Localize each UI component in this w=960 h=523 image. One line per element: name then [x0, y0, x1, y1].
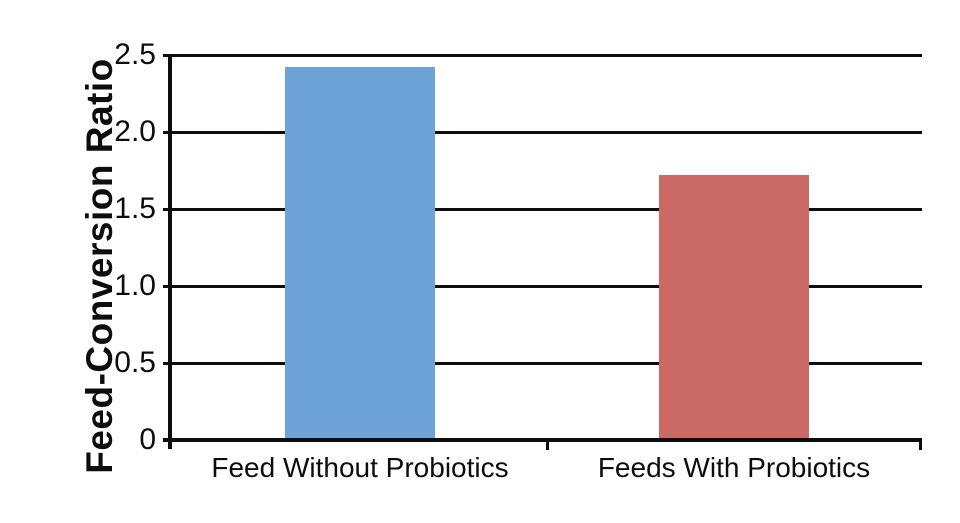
- bar-2: [659, 175, 809, 438]
- y-tick-label: 1.5: [114, 192, 156, 225]
- x-axis-baseline: [163, 438, 922, 442]
- y-tick-label: 2.0: [114, 115, 156, 148]
- x-category-label-2: Feeds With Probiotics: [597, 452, 871, 483]
- bar-1: [285, 67, 435, 438]
- y-tick-label: 0.5: [114, 346, 156, 379]
- gridline: [163, 130, 922, 134]
- x-category-label-1: Feed Without Probiotics: [211, 452, 509, 483]
- x-axis-tick: [545, 440, 549, 450]
- x-axis-tick: [918, 440, 922, 450]
- y-tick-label: 1.0: [114, 269, 156, 302]
- gridline: [163, 207, 922, 211]
- y-axis-line: [168, 54, 172, 449]
- gridline: [163, 53, 922, 57]
- gridline: [163, 284, 922, 288]
- y-tick-label: 0: [139, 423, 156, 456]
- y-tick-label: 2.5: [114, 38, 156, 71]
- gridline: [163, 361, 922, 365]
